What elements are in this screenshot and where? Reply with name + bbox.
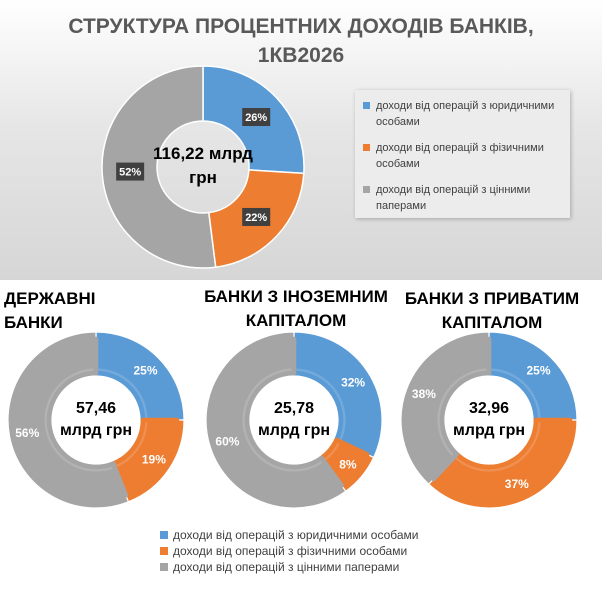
bottom-legend-item-securities: доходи від операцій з цінними паперами — [160, 559, 490, 575]
legend-swatch-gray — [363, 186, 370, 193]
legend-item-securities: доходи від операцій з цінними паперами — [363, 182, 563, 214]
data-label-individuals: 8% — [339, 458, 357, 472]
data-label-legal-entities: 32% — [341, 375, 365, 389]
legend-item-legal-entities: доходи від операцій з юридичними особами — [363, 98, 563, 130]
legend-swatch-gray — [160, 563, 168, 571]
legend-label: доходи від операцій з юридичними особами — [173, 528, 419, 542]
data-label-individuals: 37% — [505, 477, 529, 491]
main-chart-legend: доходи від операцій з юридичними особами… — [355, 90, 570, 218]
donut-chart-4: 25% 37% 38% 32,96 млрд грн — [400, 331, 578, 509]
data-label-individuals: 19% — [142, 452, 166, 466]
center-label-line-2: млрд грн — [60, 422, 132, 439]
legend-swatch-blue — [363, 102, 370, 109]
legend-label: доходи від операцій з цінними паперами — [376, 184, 531, 212]
main-chart-title: СТРУКТУРА ПРОЦЕНТНИХ ДОХОДІВ БАНКІВ, 1КВ… — [20, 12, 582, 70]
data-label-securities: 52% — [119, 167, 141, 179]
slice-securities — [101, 65, 217, 269]
main-title-line-1: СТРУКТУРА ПРОЦЕНТНИХ ДОХОДІВ БАНКІВ, — [68, 15, 534, 38]
data-label-legal-entities: 25% — [526, 364, 550, 378]
private-banks-title: БАНКИ З ПРИВАТИМ КАПІТАЛОМ — [392, 287, 592, 335]
foreign-title-line-1: БАНКИ З ІНОЗЕМНИМ — [204, 287, 388, 306]
center-label-line-2: грн — [189, 168, 217, 187]
slice-securities — [405, 336, 492, 482]
foreign-title-line-2: КАПІТАЛОМ — [245, 311, 347, 330]
donut-chart-3: 32% 8% 60% 25,78 млрд грн — [205, 331, 383, 509]
bottom-legend: доходи від операцій з юридичними особами… — [160, 527, 490, 575]
slice-securities — [12, 336, 129, 504]
slice-individuals — [431, 417, 573, 504]
donut-chart-2: 25% 19% 56% 57,46 млрд грн — [7, 331, 185, 509]
data-label-legal-entities: 26% — [245, 112, 267, 124]
legend-swatch-blue — [160, 531, 168, 539]
data-label-individuals: 22% — [245, 212, 267, 224]
center-label-line-1: 57,46 — [76, 400, 116, 417]
center-label-line-1: 32,96 — [469, 400, 509, 417]
main-title-line-2: 1КВ2026 — [257, 44, 345, 67]
state-banks-title-text: ДЕРЖАВНІ БАНКИ — [4, 289, 96, 332]
data-label-securities: 56% — [15, 426, 39, 440]
center-label-line-2: млрд грн — [258, 422, 330, 439]
legend-label: доходи від операцій з цінними паперами — [173, 560, 400, 574]
private-title-line-1: БАНКИ З ПРИВАТИМ — [404, 289, 580, 308]
slice-legal-entities — [291, 336, 378, 457]
data-label-box — [242, 207, 271, 226]
data-label-legal-entities: 25% — [133, 364, 157, 378]
bottom-legend-item-legal-entities: доходи від операцій з юридичними особами — [160, 527, 490, 543]
state-banks-title: ДЕРЖАВНІ БАНКИ — [4, 287, 154, 335]
bottom-legend-item-individuals: доходи від операцій з фізичними особами — [160, 543, 490, 559]
legend-item-individuals: доходи від операцій з фізичними особами — [363, 140, 563, 172]
legend-label: доходи від операцій з фізичними особами — [173, 544, 408, 558]
foreign-banks-title: БАНКИ З ІНОЗЕМНИМ КАПІТАЛОМ — [196, 285, 396, 333]
private-title-line-2: КАПІТАЛОМ — [441, 313, 543, 332]
data-label-securities: 38% — [412, 387, 436, 401]
data-label-box — [242, 108, 271, 127]
legend-swatch-orange — [160, 547, 168, 555]
legend-label: доходи від операцій з юридичними особами — [376, 100, 555, 128]
slice-securities — [210, 336, 344, 504]
legend-swatch-orange — [363, 144, 370, 151]
data-label-box — [116, 162, 145, 181]
data-label-securities: 60% — [215, 435, 239, 449]
center-label-line-2: млрд грн — [453, 422, 525, 439]
center-label-line-1: 116,22 млрд — [153, 144, 253, 163]
legend-label: доходи від операцій з фізичними особами — [376, 142, 544, 170]
donut-chart-1: 26% 22% 52% 116,22 млрд грн — [101, 65, 305, 269]
center-label-line-1: 25,78 — [274, 400, 314, 417]
